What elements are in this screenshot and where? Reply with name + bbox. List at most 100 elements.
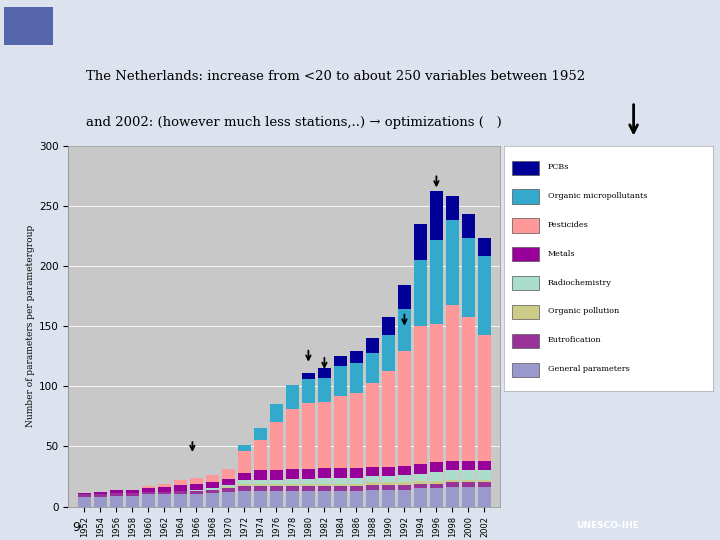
Bar (190, 491, 202, 495)
Text: Pesticides: Pesticides (548, 221, 588, 229)
Bar (478, 238, 490, 256)
Bar (513, 160, 539, 175)
Bar (446, 461, 459, 470)
Text: Radiochemistry: Radiochemistry (548, 279, 612, 287)
Bar (431, 481, 443, 484)
Bar (414, 489, 427, 507)
Text: Organic pollution: Organic pollution (548, 307, 619, 315)
Bar (94, 492, 107, 495)
Bar (190, 478, 202, 484)
Bar (446, 470, 459, 480)
Bar (174, 491, 186, 495)
Bar (398, 309, 410, 352)
Bar (366, 338, 379, 353)
Bar (318, 402, 330, 468)
Bar (222, 492, 235, 507)
Bar (222, 479, 235, 485)
Bar (302, 469, 315, 479)
Bar (206, 475, 219, 482)
Bar (366, 490, 379, 507)
Bar (414, 474, 427, 481)
Bar (366, 383, 379, 467)
Bar (126, 490, 139, 494)
Bar (431, 240, 443, 324)
Bar (110, 490, 122, 494)
Bar (254, 484, 266, 486)
Bar (350, 491, 363, 507)
Bar (414, 326, 427, 464)
Bar (513, 362, 539, 377)
Bar (431, 489, 443, 507)
Bar (431, 462, 443, 471)
Bar (143, 495, 155, 507)
Bar (270, 491, 283, 507)
Bar (366, 467, 379, 476)
Bar (462, 480, 474, 482)
Bar (143, 486, 155, 489)
Bar (414, 464, 427, 474)
Bar (174, 485, 186, 491)
Bar (254, 470, 266, 480)
Bar (254, 441, 266, 470)
Bar (366, 476, 379, 482)
Bar (382, 490, 395, 507)
Bar (398, 285, 410, 309)
Bar (206, 490, 219, 494)
Bar (143, 489, 155, 492)
Bar (158, 492, 171, 495)
Bar (78, 494, 91, 495)
Text: Organic micropollutants: Organic micropollutants (548, 192, 647, 200)
Bar (431, 324, 443, 462)
Bar (126, 496, 139, 507)
Bar (446, 480, 459, 482)
Bar (318, 491, 330, 507)
Bar (366, 353, 379, 383)
Bar (446, 197, 459, 220)
Text: General parameters: General parameters (548, 365, 629, 373)
Bar (238, 473, 251, 480)
Bar (287, 486, 299, 491)
Bar (382, 316, 395, 335)
Bar (513, 247, 539, 261)
Bar (190, 495, 202, 507)
Bar (318, 484, 330, 486)
Bar (366, 485, 379, 490)
Bar (254, 486, 266, 491)
Bar (478, 256, 490, 335)
Bar (190, 484, 202, 490)
Bar (318, 378, 330, 402)
Text: and 2002: (however much less stations,..) → optimizations (   ): and 2002: (however much less stations,..… (86, 116, 502, 129)
Bar (398, 485, 410, 490)
Bar (318, 486, 330, 491)
Bar (158, 484, 171, 487)
Bar (78, 495, 91, 497)
Bar (158, 495, 171, 507)
Bar (334, 478, 346, 484)
Bar (238, 480, 251, 484)
Bar (78, 497, 91, 507)
Bar (478, 480, 490, 482)
Bar (350, 486, 363, 491)
Bar (334, 396, 346, 468)
Bar (302, 484, 315, 486)
Bar (446, 487, 459, 507)
Bar (513, 305, 539, 319)
Bar (462, 461, 474, 470)
Bar (238, 486, 251, 491)
Bar (270, 480, 283, 484)
Bar (270, 486, 283, 491)
Bar (478, 487, 490, 507)
Bar (446, 220, 459, 305)
Bar (350, 363, 363, 394)
Bar (431, 484, 443, 489)
Bar (334, 484, 346, 486)
Bar (94, 497, 107, 507)
Bar (350, 468, 363, 478)
Bar (462, 214, 474, 238)
Bar (206, 489, 219, 490)
Bar (398, 465, 410, 475)
Bar (446, 305, 459, 461)
Bar (126, 494, 139, 496)
Bar (206, 482, 219, 489)
Bar (190, 490, 202, 491)
